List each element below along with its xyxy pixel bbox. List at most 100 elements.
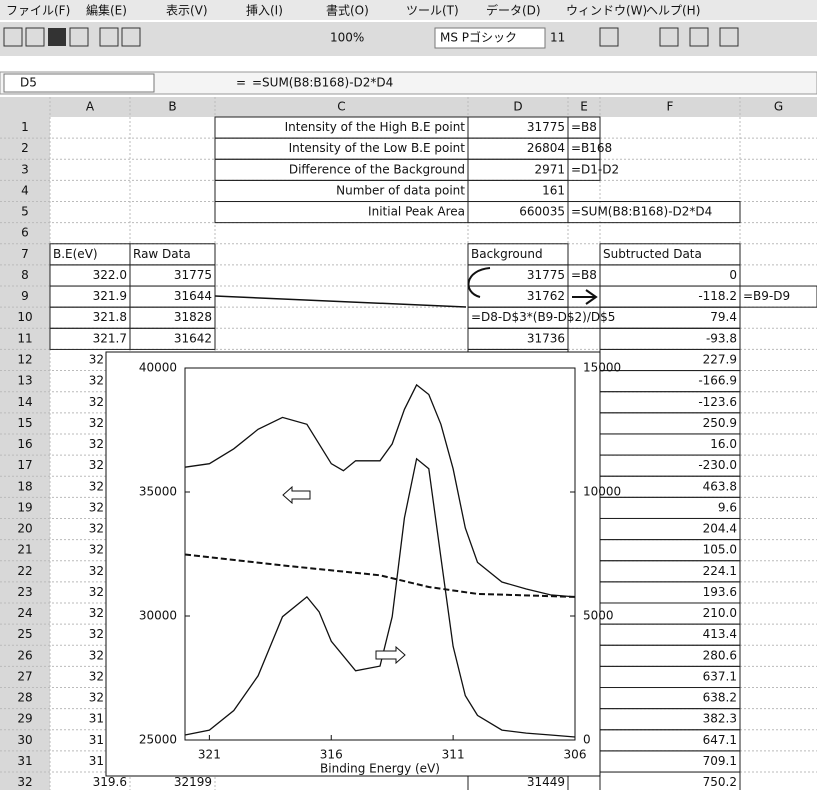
cell[interactable]: 638.2 [703, 691, 737, 705]
row-header[interactable]: 6 [21, 226, 29, 240]
cell[interactable]: 31 [89, 733, 104, 747]
zoom[interactable]: 100% [330, 31, 364, 45]
cell[interactable]: 204.4 [703, 522, 737, 536]
row-header[interactable]: 24 [17, 606, 32, 620]
row-header[interactable]: 29 [17, 712, 32, 726]
row-header[interactable]: 23 [17, 585, 32, 599]
cell[interactable]: 32 [89, 500, 104, 514]
cell[interactable]: 647.1 [703, 733, 737, 747]
cell[interactable]: -166.9 [698, 374, 737, 388]
cell[interactable]: Number of data point [336, 183, 465, 197]
cell[interactable]: 224.1 [703, 564, 737, 578]
cell[interactable]: 32 [89, 374, 104, 388]
row-header[interactable]: 1 [21, 120, 29, 134]
row-header[interactable]: 32 [17, 775, 32, 789]
cell[interactable]: 709.1 [703, 754, 737, 768]
cell[interactable]: 32 [89, 416, 104, 430]
cell[interactable]: 31775 [527, 268, 565, 282]
cell[interactable]: 79.4 [710, 310, 737, 324]
column-header[interactable]: G [774, 100, 783, 114]
cell[interactable]: 32 [89, 458, 104, 472]
cell[interactable]: 31736 [527, 331, 565, 345]
cell[interactable]: 280.6 [703, 648, 737, 662]
cell[interactable]: 32 [89, 627, 104, 641]
cell[interactable]: 32 [89, 585, 104, 599]
row-header[interactable]: 8 [21, 268, 29, 282]
cell[interactable]: 105.0 [703, 543, 737, 557]
cell[interactable]: 31762 [527, 289, 565, 303]
cell[interactable]: -230.0 [698, 458, 737, 472]
row-header[interactable]: 28 [17, 691, 32, 705]
cell[interactable]: 321.9 [93, 289, 127, 303]
cell[interactable]: =B9-D9 [743, 289, 790, 303]
row-header[interactable]: 9 [21, 289, 29, 303]
row-header[interactable]: 4 [21, 183, 29, 197]
font-box[interactable] [434, 27, 546, 49]
cell[interactable]: Raw Data [133, 247, 191, 261]
cell[interactable]: 161 [542, 183, 565, 197]
cell[interactable]: 250.9 [703, 416, 737, 430]
column-header[interactable]: C [337, 100, 345, 114]
menu-item[interactable]: 書式(O) [326, 4, 369, 18]
cell[interactable]: =B8 [571, 120, 597, 134]
row-header[interactable]: 16 [17, 437, 32, 451]
cell[interactable]: =D1-D2 [571, 162, 619, 176]
cell[interactable]: 322.0 [93, 268, 127, 282]
cell[interactable]: 32 [89, 543, 104, 557]
cell[interactable]: 210.0 [703, 606, 737, 620]
formula-text[interactable]: =SUM(B8:B168)-D2*D4 [252, 76, 393, 90]
column-header[interactable]: F [667, 100, 674, 114]
cell[interactable]: -118.2 [698, 289, 737, 303]
cell[interactable]: Difference of the Background [289, 162, 465, 176]
cell[interactable]: Intensity of the Low B.E point [289, 141, 466, 155]
menu-item[interactable]: ヘルプ(H) [646, 4, 700, 18]
menu-item[interactable]: ファイル(F) [6, 4, 70, 18]
menu-item[interactable]: 編集(E) [86, 3, 127, 18]
cell[interactable]: 382.3 [703, 712, 737, 726]
menu-item[interactable]: ウィンドウ(W) [566, 4, 647, 18]
cell[interactable]: =B168 [571, 141, 612, 155]
name-box[interactable] [3, 73, 155, 93]
cell[interactable]: 193.6 [703, 585, 737, 599]
cell[interactable]: =D8-D$3*(B9-D$2)/D$5 [471, 310, 615, 324]
row-header[interactable]: 3 [21, 162, 29, 176]
row-header[interactable]: 20 [17, 522, 32, 536]
cell[interactable]: 31 [89, 712, 104, 726]
column-header[interactable]: A [86, 100, 95, 114]
cell[interactable]: 32 [89, 352, 104, 366]
row-header[interactable]: 11 [17, 331, 32, 345]
row-header[interactable]: 31 [17, 754, 32, 768]
menu-item[interactable]: 表示(V) [166, 4, 208, 18]
cell[interactable]: 32 [89, 479, 104, 493]
font-size[interactable]: 11 [550, 31, 565, 45]
font-name[interactable]: MS Pゴシック [440, 30, 517, 45]
cell[interactable]: 750.2 [703, 775, 737, 789]
cell[interactable]: -93.8 [706, 331, 737, 345]
cell[interactable]: Intensity of the High B.E point [285, 120, 466, 134]
row-header[interactable]: 22 [17, 564, 32, 578]
column-header[interactable]: E [580, 100, 588, 114]
row-header[interactable]: 15 [17, 416, 32, 430]
cell[interactable]: B.E(eV) [53, 247, 98, 261]
cell[interactable]: 31644 [174, 289, 212, 303]
cell[interactable]: Subtructed Data [603, 247, 702, 261]
cell[interactable]: 463.8 [703, 479, 737, 493]
row-header[interactable]: 2 [21, 141, 29, 155]
column-header[interactable]: D [513, 100, 522, 114]
cell[interactable]: 26804 [527, 141, 565, 155]
cell[interactable]: 32 [89, 395, 104, 409]
cell[interactable]: 660035 [519, 205, 565, 219]
row-header[interactable]: 19 [17, 500, 32, 514]
row-header[interactable]: 12 [17, 352, 32, 366]
cell[interactable]: 31449 [527, 775, 565, 789]
menu-item[interactable]: ツール(T) [406, 4, 459, 18]
menu-item[interactable]: 挿入(I) [246, 4, 283, 18]
cell[interactable]: 32 [89, 606, 104, 620]
cell[interactable]: 227.9 [703, 352, 737, 366]
column-header[interactable]: B [168, 100, 176, 114]
row-header[interactable]: 25 [17, 627, 32, 641]
cell[interactable]: 0 [729, 268, 737, 282]
cell[interactable]: 637.1 [703, 669, 737, 683]
row-header[interactable]: 26 [17, 648, 32, 662]
cell[interactable]: Background [471, 247, 543, 261]
